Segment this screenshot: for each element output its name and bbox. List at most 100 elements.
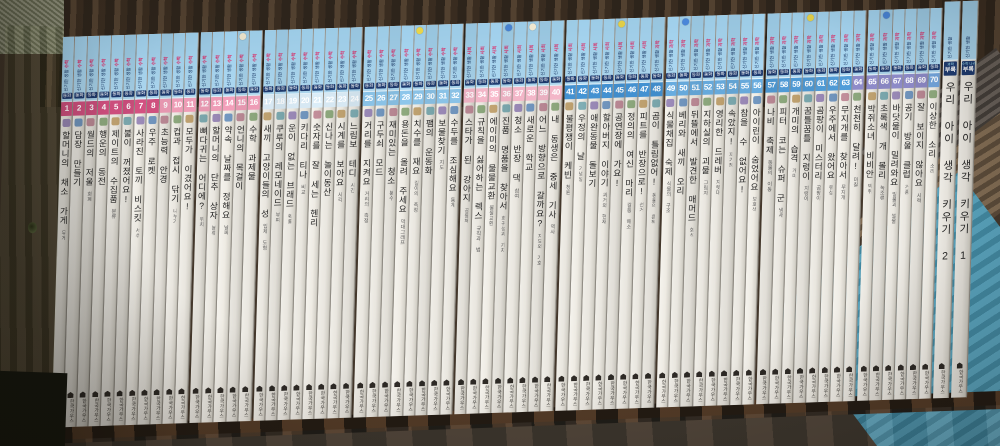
series-band: 신기한 생활 사회 동화 xyxy=(500,22,515,88)
publisher-logo-icon xyxy=(431,380,437,386)
series-band-text: 신기한 생활 수학 xyxy=(162,56,169,89)
volume-number-badge: 21 xyxy=(311,93,324,108)
series-band-text: 신기한 생활 과학 xyxy=(830,34,837,67)
series-band-text: 신기한 생활 xyxy=(965,35,972,59)
series-band-text: 신기한 생활 과학 xyxy=(894,32,901,65)
publisher-block: 한국가우스 xyxy=(519,377,526,412)
book-row: 신기한 생활 수학 동화 1 할머니의 채소 가게 무게 한국가우스 신기한 생… xyxy=(51,0,999,428)
series-band: 신기한 생활 사회 동화 xyxy=(613,18,628,84)
series-band: 신기한 생활 과학 동화 xyxy=(766,13,780,79)
publisher-block: 한국가우스 xyxy=(178,388,185,423)
donghwa-badge: 동화 xyxy=(766,69,778,76)
series-band-text: 신기한 생활 수학 xyxy=(125,57,132,90)
spine-topic-tag: 길이의 측정 xyxy=(412,180,419,213)
publisher-logo-icon xyxy=(721,370,727,376)
spine-title: 재미있는 청소 xyxy=(386,119,398,186)
series-band-text: 신기한 생활 사회 xyxy=(528,44,535,77)
volume-number-badge: 44 xyxy=(601,83,613,99)
donghwa-badge: 동화 xyxy=(626,73,638,81)
spine-title: 에이미의 물물교환 xyxy=(486,116,498,201)
publisher-logo-icon xyxy=(178,388,184,394)
spine-illustration-icon xyxy=(376,108,385,117)
publisher-block: 한국가우스 xyxy=(695,371,703,406)
publisher-block: 한국가우스 xyxy=(356,382,363,417)
spine-title: 언니의 목걸이 xyxy=(234,125,245,191)
series-band: 신기한 생활 수학 동화 xyxy=(287,29,301,95)
appendix-badge: 수학 나라 부록 xyxy=(961,60,976,76)
series-band: 신기한 생활 과학 동화 xyxy=(840,10,854,77)
subject-label: 수학 xyxy=(126,57,132,67)
series-band-text: 신기한 생활 수학 xyxy=(402,48,409,81)
publisher-logo-icon xyxy=(938,363,944,369)
volume-number-badge: 22 xyxy=(323,93,336,108)
subject-label: 사회 xyxy=(479,46,485,55)
publisher-logo-icon xyxy=(544,376,550,382)
publisher-logo-icon xyxy=(470,378,476,384)
series-band-text: 신기한 생활 사회 xyxy=(553,43,559,76)
publisher-block: 한국가우스 xyxy=(217,387,224,422)
spine-title: 제이트의 수집품 xyxy=(108,129,120,204)
spine-illustration-icon xyxy=(678,98,687,107)
spine-title: 우주에서 왔어요 xyxy=(826,105,837,180)
series-band-text: 신기한 생활 과학 xyxy=(668,39,674,72)
spine-topic-tag: 선거 xyxy=(638,201,644,213)
volume-number-badge: 57 xyxy=(765,78,778,93)
spine-title: 개미의 습격 xyxy=(789,106,800,163)
spine-illustration-icon xyxy=(249,112,258,121)
volume-number-badge: 1 xyxy=(60,101,73,117)
publisher-name: 한국가우스 xyxy=(822,373,828,399)
publisher-logo-icon xyxy=(898,364,904,370)
spine-title: 초록색 개 몰리 xyxy=(877,103,889,180)
series-band: 신기한 생활 과학 동화 xyxy=(866,9,880,76)
subject-label: 수학 xyxy=(113,58,120,67)
spine-topic-tag: 지도 xyxy=(438,159,444,171)
spine-illustration-icon xyxy=(590,101,599,110)
spine-illustration-icon xyxy=(388,107,398,117)
subject-label: 과학 xyxy=(919,31,925,41)
publisher-block: 한국가우스 xyxy=(607,374,614,409)
spine-topic-tag: 녹조류 xyxy=(878,184,885,201)
publisher-logo-icon xyxy=(684,371,690,377)
publisher-block: 한국가우스 xyxy=(884,365,892,400)
spine-title: 나비 축제 xyxy=(765,107,776,155)
subject-label: 과학 xyxy=(870,33,876,42)
series-band: 신기한 생활 수학 동화 xyxy=(387,25,402,92)
publisher-block: 한국가우스 xyxy=(482,378,489,413)
series-band: 신기한 생활 수학 동화 xyxy=(184,32,198,99)
spine-topic-tag: 개미 xyxy=(790,167,797,179)
subject-label: 과학 xyxy=(755,37,761,46)
publisher-logo-icon xyxy=(80,391,86,397)
volume-number-badge: 36 xyxy=(500,87,513,102)
subject-label: 수학 xyxy=(202,55,208,64)
subject-label: 수학 xyxy=(226,54,233,64)
series-band-text: 신기한 생활 수학 xyxy=(289,52,296,85)
volume-number-badge: 35 xyxy=(488,87,500,102)
subject-label: 과학 xyxy=(894,32,901,41)
donghwa-badge: 동화 xyxy=(476,78,488,86)
spine-topic-tag: 화폐 xyxy=(86,191,92,202)
series-band-text: 신기한 생활 과학 xyxy=(855,33,862,66)
publisher-block: 한국가우스 xyxy=(784,368,791,403)
spine-topic-tag: 거품 xyxy=(903,183,909,195)
spine-topic-tag: 냄새 xyxy=(777,207,783,219)
publisher-name: 한국가우스 xyxy=(696,377,703,403)
publisher-logo-icon xyxy=(772,368,778,374)
subject-label: 수학 xyxy=(379,49,385,59)
publisher-name: 한국가우스 xyxy=(117,397,124,422)
spine-title: 지하실의 괴물 xyxy=(700,109,712,176)
volume-number-badge: 54 xyxy=(726,79,739,95)
spine-title: 우정의 날 xyxy=(576,113,587,161)
spine-illustration-icon xyxy=(639,99,648,108)
series-band-text: 신기한 생활 수학 xyxy=(277,52,284,85)
publisher-name: 한국가우스 xyxy=(797,374,804,399)
volume-number-badge: 2 xyxy=(73,101,85,116)
spine-title: 할아버지 이야기 xyxy=(599,112,611,188)
subject-label: 과학 xyxy=(730,37,736,47)
publisher-name: 한국가우스 xyxy=(458,385,465,411)
publisher-logo-icon xyxy=(419,380,425,386)
spine-title: 정의의 여신 마리 xyxy=(624,112,636,198)
publisher-name: 한국가우스 xyxy=(544,383,551,408)
publisher-block: 한국가우스 xyxy=(192,388,199,423)
donghwa-badge: 동화 xyxy=(904,64,915,72)
publisher-name: 한국가우스 xyxy=(746,376,752,401)
